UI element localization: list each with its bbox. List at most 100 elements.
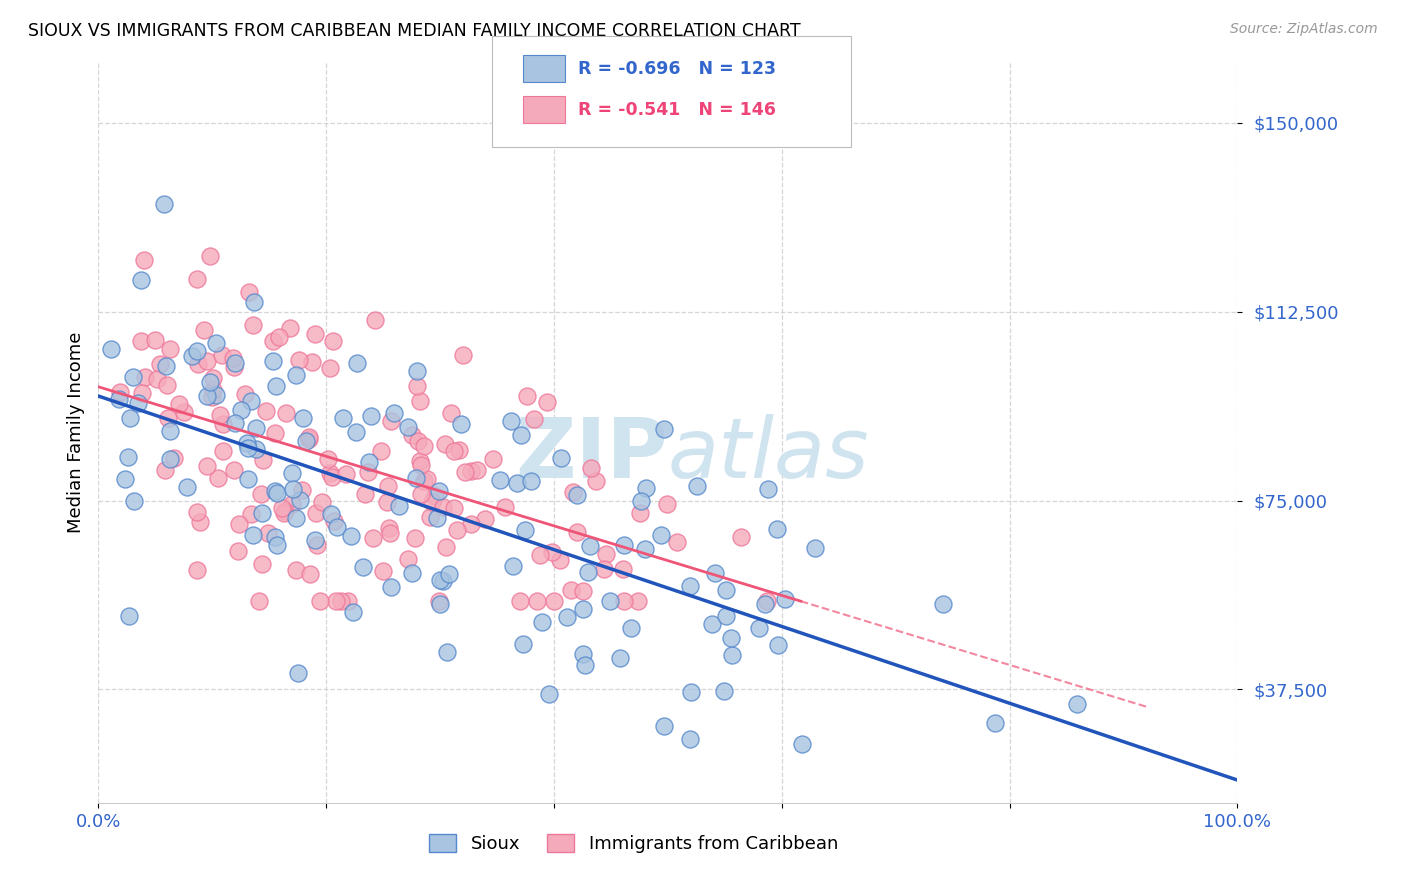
Point bbox=[613, 594, 636, 608]
Point bbox=[531, 615, 554, 629]
Point bbox=[344, 425, 367, 439]
Point bbox=[650, 528, 672, 542]
Point bbox=[488, 473, 510, 487]
Point bbox=[931, 597, 953, 611]
Point bbox=[363, 312, 385, 326]
Point bbox=[704, 566, 727, 580]
Point bbox=[543, 594, 565, 608]
Text: SIOUX VS IMMIGRANTS FROM CARIBBEAN MEDIAN FAMILY INCOME CORRELATION CHART: SIOUX VS IMMIGRANTS FROM CARIBBEAN MEDIA… bbox=[28, 22, 801, 40]
Point bbox=[630, 493, 652, 508]
Point bbox=[236, 441, 259, 455]
Point bbox=[384, 406, 406, 420]
Point bbox=[204, 388, 226, 402]
Point bbox=[571, 602, 593, 616]
Point bbox=[156, 410, 179, 425]
Point bbox=[159, 424, 181, 438]
Point bbox=[231, 403, 253, 417]
Point bbox=[474, 512, 496, 526]
Point bbox=[198, 248, 221, 262]
Point bbox=[195, 458, 218, 473]
Point bbox=[284, 368, 307, 382]
Point bbox=[555, 609, 578, 624]
Point bbox=[131, 386, 153, 401]
Point bbox=[301, 355, 323, 369]
Point bbox=[131, 273, 153, 287]
Point bbox=[634, 541, 657, 556]
Point bbox=[409, 394, 432, 409]
Point bbox=[516, 389, 538, 403]
Point bbox=[432, 500, 454, 514]
Point bbox=[380, 413, 402, 427]
Point bbox=[579, 539, 602, 553]
Point bbox=[401, 566, 423, 580]
Point bbox=[155, 359, 177, 373]
Point bbox=[269, 330, 291, 344]
Point bbox=[652, 719, 675, 733]
Point bbox=[628, 507, 651, 521]
Point bbox=[714, 608, 737, 623]
Point bbox=[281, 497, 304, 511]
Point bbox=[409, 487, 432, 501]
Point bbox=[114, 472, 136, 486]
Point bbox=[316, 452, 339, 467]
Point bbox=[342, 605, 364, 619]
Point bbox=[326, 520, 349, 534]
Point bbox=[413, 439, 436, 453]
Point bbox=[250, 557, 273, 571]
Point bbox=[254, 403, 277, 417]
Point bbox=[380, 580, 402, 594]
Text: atlas: atlas bbox=[668, 414, 869, 495]
Point bbox=[176, 480, 198, 494]
Point bbox=[187, 357, 209, 371]
Point bbox=[201, 390, 224, 404]
Point bbox=[250, 487, 273, 501]
Point bbox=[427, 484, 450, 499]
Point bbox=[612, 562, 634, 576]
Point bbox=[162, 451, 184, 466]
Point bbox=[211, 417, 233, 432]
Point bbox=[765, 522, 787, 536]
Point bbox=[502, 558, 524, 573]
Point bbox=[538, 687, 561, 701]
Point bbox=[529, 548, 551, 562]
Point bbox=[405, 471, 427, 485]
Point bbox=[440, 406, 463, 420]
Point bbox=[360, 409, 382, 423]
Point bbox=[129, 334, 152, 349]
Point bbox=[224, 356, 246, 370]
Point bbox=[509, 428, 531, 442]
Point bbox=[627, 594, 650, 608]
Point bbox=[307, 538, 329, 552]
Point bbox=[550, 451, 572, 466]
Point bbox=[436, 645, 458, 659]
Point bbox=[243, 294, 266, 309]
Point bbox=[377, 478, 399, 492]
Point bbox=[560, 583, 582, 598]
Point bbox=[790, 737, 813, 751]
Point bbox=[193, 322, 215, 336]
Point bbox=[437, 566, 460, 581]
Point bbox=[773, 591, 796, 606]
Point bbox=[245, 421, 267, 435]
Point bbox=[357, 455, 380, 469]
Point bbox=[325, 594, 347, 608]
Point bbox=[443, 443, 465, 458]
Point bbox=[291, 410, 314, 425]
Point bbox=[571, 647, 593, 661]
Point bbox=[720, 631, 742, 645]
Point bbox=[156, 378, 179, 392]
Point bbox=[297, 430, 319, 444]
Point bbox=[730, 530, 752, 544]
Point bbox=[446, 523, 468, 537]
Point bbox=[754, 597, 776, 611]
Point bbox=[354, 487, 377, 501]
Point bbox=[295, 434, 318, 448]
Point bbox=[100, 343, 122, 357]
Point bbox=[716, 582, 738, 597]
Point bbox=[408, 434, 430, 449]
Point bbox=[346, 356, 368, 370]
Point bbox=[609, 651, 631, 665]
Point bbox=[755, 594, 778, 608]
Point bbox=[592, 562, 614, 576]
Point bbox=[686, 479, 709, 493]
